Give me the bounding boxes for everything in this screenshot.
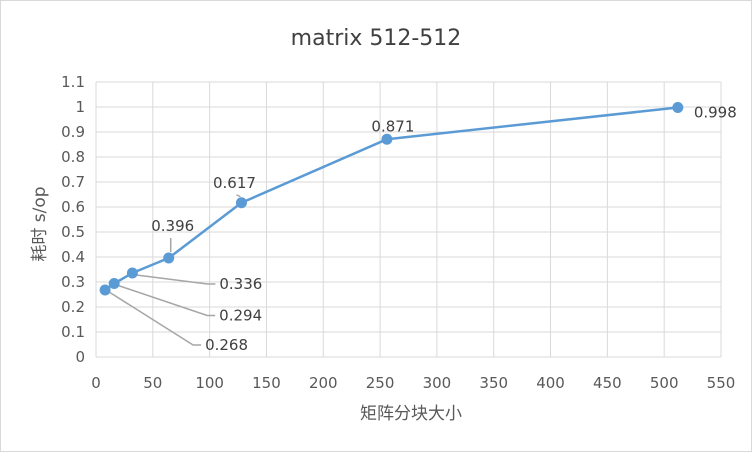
y-axis-title: 耗时 s/op: [30, 186, 50, 261]
data-label: 0.336: [219, 275, 262, 293]
x-tick-label: 200: [309, 374, 338, 392]
x-tick-label: 150: [252, 374, 281, 392]
x-tick-label: 450: [593, 374, 622, 392]
y-tick-label: 0.3: [61, 273, 85, 291]
x-tick-label: 500: [650, 374, 679, 392]
data-point: [99, 284, 111, 296]
y-tick-label: 0.7: [61, 173, 85, 191]
gridlines: [95, 81, 722, 358]
label-leader-line: [236, 194, 241, 198]
x-axis-title: 矩阵分块大小: [360, 404, 462, 424]
y-tick-label: 0.1: [61, 323, 85, 341]
y-tick-label: 1: [75, 98, 85, 116]
y-tick-label: 0.2: [61, 298, 85, 316]
y-tick-label: 0.5: [61, 223, 85, 241]
tick-labels: 0 50 100 150 200 250 300 350 400 450 500 550 0 0.1 0.2…: [61, 73, 735, 392]
y-tick-label: 0.8: [61, 148, 85, 166]
data-label: 0.268: [205, 336, 248, 354]
x-tick-label: 400: [536, 374, 565, 392]
x-tick-label: 250: [366, 374, 395, 392]
data-point: [381, 133, 393, 145]
label-leader-line: [136, 274, 216, 285]
data-point: [108, 278, 120, 289]
x-tick-label: 350: [479, 374, 508, 392]
x-tick-label: 50: [143, 374, 162, 392]
label-leader-line: [117, 284, 216, 317]
label-leader-line: [108, 291, 202, 346]
data-point: [163, 252, 175, 264]
chart-title: matrix 512-512: [291, 26, 462, 51]
data-label: 0.294: [219, 307, 262, 325]
data-label: 0.617: [213, 174, 256, 192]
x-tick-label: 300: [423, 374, 452, 392]
data-label: 0.871: [371, 117, 414, 135]
y-tick-label: 0.6: [61, 198, 85, 216]
data-labels: 0.268 0.294 0.336 0.396 0.617 0.871 0.998: [151, 104, 737, 355]
data-markers: [99, 102, 684, 296]
y-tick-label: 0.9: [61, 123, 85, 141]
data-point: [235, 197, 247, 209]
y-tick-label: 0: [75, 348, 85, 366]
y-tick-label: 1.1: [61, 73, 85, 91]
data-label: 0.998: [694, 104, 737, 122]
data-label: 0.396: [151, 217, 194, 235]
y-tick-label: 0.4: [61, 248, 85, 266]
x-tick-label: 550: [707, 374, 736, 392]
data-point: [126, 267, 138, 279]
label-leader-lines: [108, 194, 241, 346]
x-tick-label: 0: [91, 374, 101, 392]
x-tick-label: 100: [195, 374, 224, 392]
data-point: [672, 102, 684, 113]
